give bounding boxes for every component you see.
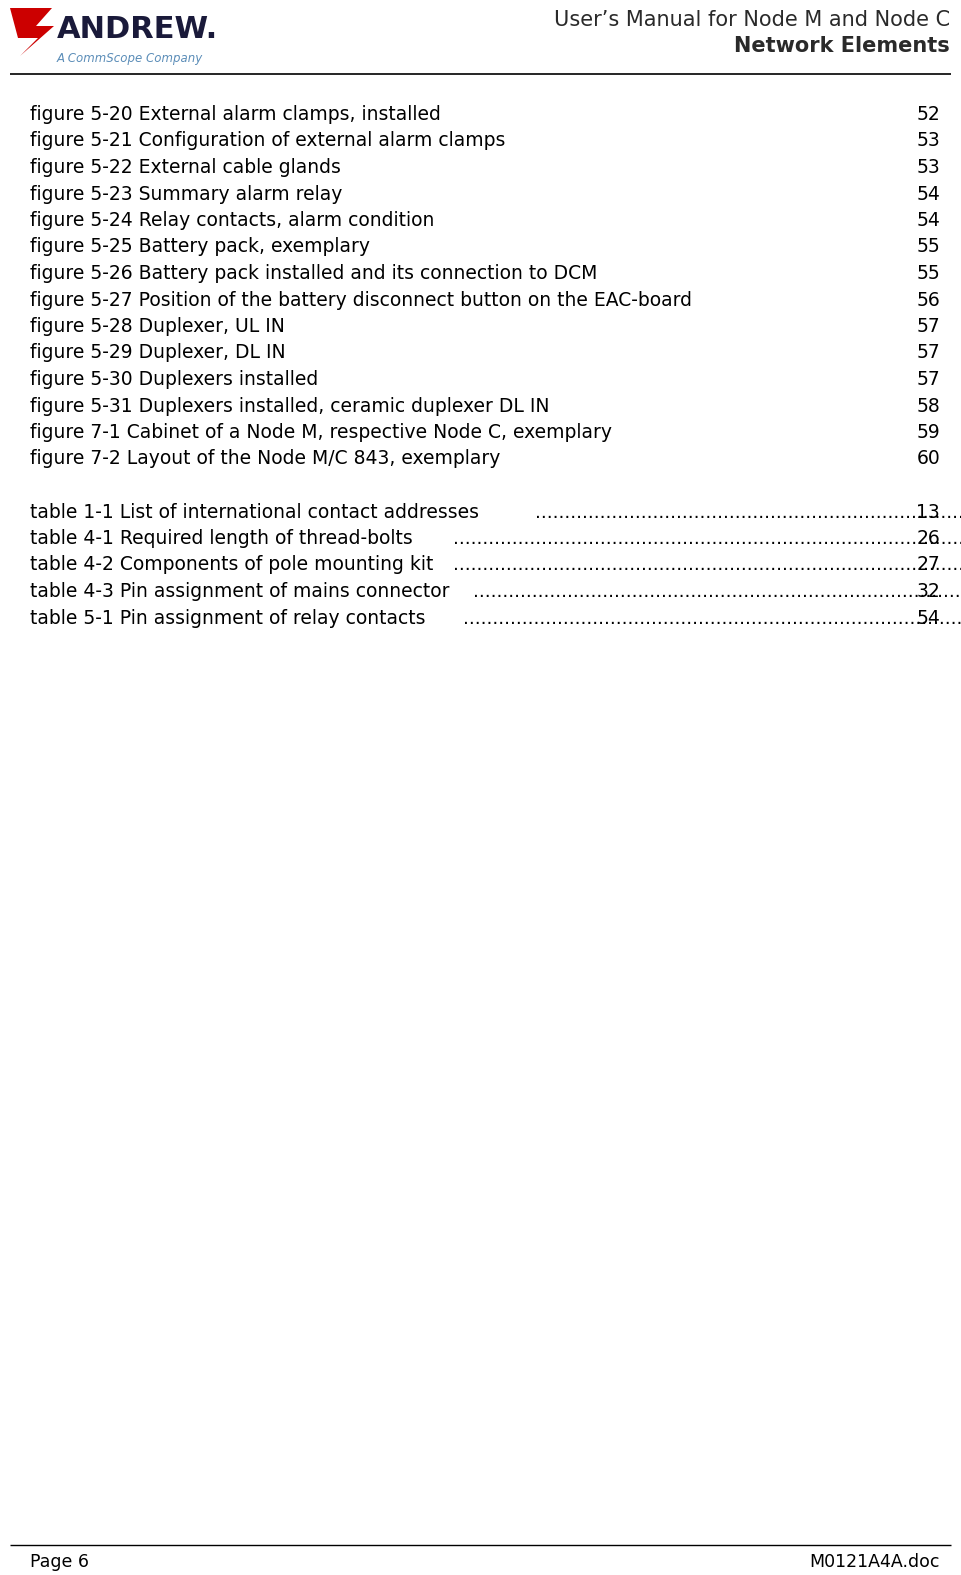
Text: 60: 60 [916,449,940,468]
Text: 52: 52 [916,106,940,124]
Text: table 4-1 Required length of thread-bolts: table 4-1 Required length of thread-bolt… [30,529,413,548]
Text: 57: 57 [916,317,940,335]
Text: A CommScope Company: A CommScope Company [57,52,203,65]
Text: 57: 57 [916,370,940,389]
Text: Network Elements: Network Elements [734,36,950,57]
Text: ................................................................................: ........................................… [453,529,961,548]
Text: table 1-1 List of international contact addresses: table 1-1 List of international contact … [30,502,479,521]
Text: 55: 55 [916,265,940,284]
Text: figure 5-26 Battery pack installed and its connection to DCM: figure 5-26 Battery pack installed and i… [30,265,598,284]
Polygon shape [10,8,54,57]
Text: figure 5-30 Duplexers installed: figure 5-30 Duplexers installed [30,370,318,389]
Text: 55: 55 [916,238,940,257]
Text: User’s Manual for Node M and Node C: User’s Manual for Node M and Node C [554,9,950,30]
Text: figure 5-28 Duplexer, UL IN: figure 5-28 Duplexer, UL IN [30,317,284,335]
Text: table 5-1 Pin assignment of relay contacts: table 5-1 Pin assignment of relay contac… [30,608,426,627]
Text: ................................................................................: ........................................… [453,556,961,575]
Text: 32: 32 [916,583,940,602]
Text: ................................................................................: ........................................… [535,502,961,521]
Text: table 4-2 Components of pole mounting kit: table 4-2 Components of pole mounting ki… [30,556,433,575]
Text: table 4-3 Pin assignment of mains connector: table 4-3 Pin assignment of mains connec… [30,583,450,602]
Text: Page 6: Page 6 [30,1553,89,1570]
Text: 27: 27 [916,556,940,575]
Text: 26: 26 [916,529,940,548]
Text: 13: 13 [916,502,940,521]
Text: 54: 54 [916,608,940,627]
Text: 53: 53 [916,158,940,176]
Text: 59: 59 [916,424,940,443]
Text: ANDREW.: ANDREW. [57,16,218,44]
Text: ................................................................................: ........................................… [474,583,961,602]
Text: figure 5-25 Battery pack, exemplary: figure 5-25 Battery pack, exemplary [30,238,370,257]
Text: 56: 56 [916,290,940,310]
Text: figure 5-22 External cable glands: figure 5-22 External cable glands [30,158,341,176]
Text: figure 5-24 Relay contacts, alarm condition: figure 5-24 Relay contacts, alarm condit… [30,211,434,230]
Text: M0121A4A.doc: M0121A4A.doc [809,1553,940,1570]
Text: figure 5-29 Duplexer, DL IN: figure 5-29 Duplexer, DL IN [30,343,285,362]
Text: figure 7-2 Layout of the Node M/C 843, exemplary: figure 7-2 Layout of the Node M/C 843, e… [30,449,501,468]
Text: figure 5-21 Configuration of external alarm clamps: figure 5-21 Configuration of external al… [30,131,505,151]
Text: figure 5-23 Summary alarm relay: figure 5-23 Summary alarm relay [30,184,342,203]
Text: figure 5-27 Position of the battery disconnect button on the EAC-board: figure 5-27 Position of the battery disc… [30,290,692,310]
Text: 54: 54 [916,184,940,203]
Text: figure 5-31 Duplexers installed, ceramic duplexer DL IN: figure 5-31 Duplexers installed, ceramic… [30,397,550,416]
Text: 53: 53 [916,131,940,151]
Text: figure 5-20 External alarm clamps, installed: figure 5-20 External alarm clamps, insta… [30,106,441,124]
Text: ................................................................................: ........................................… [463,608,961,627]
Text: 57: 57 [916,343,940,362]
Text: figure 7-1 Cabinet of a Node M, respective Node C, exemplary: figure 7-1 Cabinet of a Node M, respecti… [30,424,612,443]
Text: 58: 58 [916,397,940,416]
Text: 54: 54 [916,211,940,230]
